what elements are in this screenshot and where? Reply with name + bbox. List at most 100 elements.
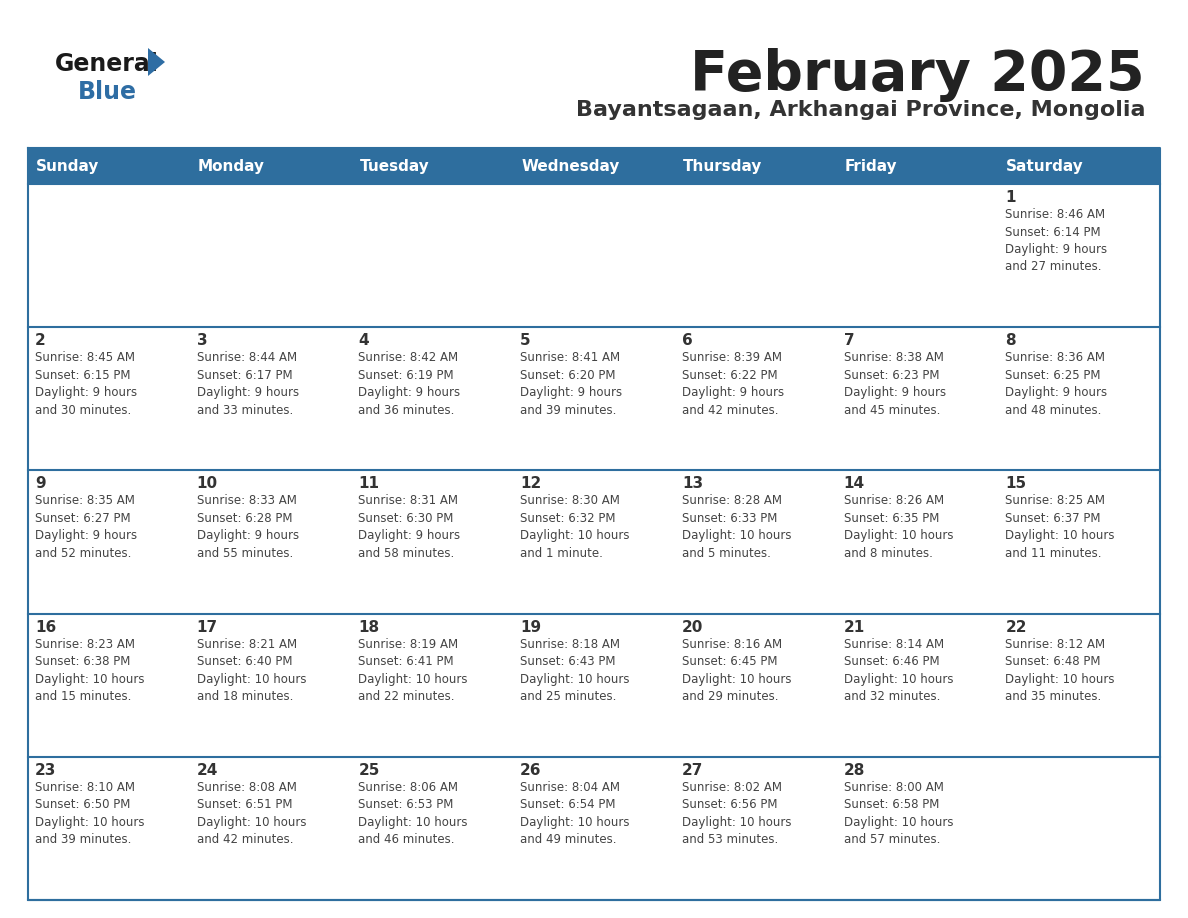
Bar (190, 756, 352, 900)
Text: Sunrise: 8:35 AM
Sunset: 6:27 PM
Daylight: 9 hours
and 52 minutes.: Sunrise: 8:35 AM Sunset: 6:27 PM Dayligh… (34, 495, 137, 560)
Text: 9: 9 (34, 476, 45, 491)
Text: General: General (55, 52, 159, 76)
Text: Sunrise: 8:25 AM
Sunset: 6:37 PM
Daylight: 10 hours
and 11 minutes.: Sunrise: 8:25 AM Sunset: 6:37 PM Dayligh… (1005, 495, 1114, 560)
Text: 28: 28 (843, 763, 865, 778)
Text: 27: 27 (682, 763, 703, 778)
Text: Sunrise: 8:41 AM
Sunset: 6:20 PM
Daylight: 9 hours
and 39 minutes.: Sunrise: 8:41 AM Sunset: 6:20 PM Dayligh… (520, 352, 623, 417)
Text: Sunrise: 8:14 AM
Sunset: 6:46 PM
Daylight: 10 hours
and 32 minutes.: Sunrise: 8:14 AM Sunset: 6:46 PM Dayligh… (843, 638, 953, 703)
Text: 22: 22 (1005, 620, 1026, 634)
Bar (675, 613, 836, 756)
Bar (352, 613, 513, 756)
Bar (190, 470, 352, 613)
Text: 10: 10 (197, 476, 217, 491)
Bar (29, 327, 190, 470)
Bar (513, 327, 675, 470)
Bar (998, 184, 1159, 327)
Bar (836, 327, 998, 470)
Bar (29, 756, 190, 900)
Text: Sunrise: 8:12 AM
Sunset: 6:48 PM
Daylight: 10 hours
and 35 minutes.: Sunrise: 8:12 AM Sunset: 6:48 PM Dayligh… (1005, 638, 1114, 703)
Text: 11: 11 (359, 476, 379, 491)
Text: Sunrise: 8:39 AM
Sunset: 6:22 PM
Daylight: 9 hours
and 42 minutes.: Sunrise: 8:39 AM Sunset: 6:22 PM Dayligh… (682, 352, 784, 417)
Text: 4: 4 (359, 333, 369, 348)
Text: Sunrise: 8:38 AM
Sunset: 6:23 PM
Daylight: 9 hours
and 45 minutes.: Sunrise: 8:38 AM Sunset: 6:23 PM Dayligh… (843, 352, 946, 417)
Bar (352, 327, 513, 470)
Text: 2: 2 (34, 333, 46, 348)
Text: Sunrise: 8:23 AM
Sunset: 6:38 PM
Daylight: 10 hours
and 15 minutes.: Sunrise: 8:23 AM Sunset: 6:38 PM Dayligh… (34, 638, 145, 703)
Text: Wednesday: Wednesday (522, 159, 619, 174)
Bar (998, 470, 1159, 613)
Text: 17: 17 (197, 620, 217, 634)
Text: 8: 8 (1005, 333, 1016, 348)
Text: Sunrise: 8:04 AM
Sunset: 6:54 PM
Daylight: 10 hours
and 49 minutes.: Sunrise: 8:04 AM Sunset: 6:54 PM Dayligh… (520, 781, 630, 846)
Bar (352, 184, 513, 327)
Bar (513, 613, 675, 756)
Bar (190, 184, 352, 327)
Text: Sunrise: 8:45 AM
Sunset: 6:15 PM
Daylight: 9 hours
and 30 minutes.: Sunrise: 8:45 AM Sunset: 6:15 PM Dayligh… (34, 352, 137, 417)
Bar (29, 613, 190, 756)
Text: 20: 20 (682, 620, 703, 634)
Text: 25: 25 (359, 763, 380, 778)
Text: Sunrise: 8:31 AM
Sunset: 6:30 PM
Daylight: 9 hours
and 58 minutes.: Sunrise: 8:31 AM Sunset: 6:30 PM Dayligh… (359, 495, 461, 560)
Text: 16: 16 (34, 620, 56, 634)
Bar (29, 184, 190, 327)
Bar (836, 184, 998, 327)
Text: 6: 6 (682, 333, 693, 348)
Text: Tuesday: Tuesday (360, 159, 429, 174)
Text: 23: 23 (34, 763, 56, 778)
Text: Sunrise: 8:46 AM
Sunset: 6:14 PM
Daylight: 9 hours
and 27 minutes.: Sunrise: 8:46 AM Sunset: 6:14 PM Dayligh… (1005, 208, 1107, 274)
Text: Sunrise: 8:19 AM
Sunset: 6:41 PM
Daylight: 10 hours
and 22 minutes.: Sunrise: 8:19 AM Sunset: 6:41 PM Dayligh… (359, 638, 468, 703)
Bar (675, 184, 836, 327)
Bar (29, 148, 1159, 184)
Bar (29, 470, 190, 613)
Polygon shape (148, 48, 165, 76)
Bar (836, 613, 998, 756)
Text: Sunrise: 8:06 AM
Sunset: 6:53 PM
Daylight: 10 hours
and 46 minutes.: Sunrise: 8:06 AM Sunset: 6:53 PM Dayligh… (359, 781, 468, 846)
Text: Monday: Monday (197, 159, 265, 174)
Text: 3: 3 (197, 333, 208, 348)
Text: Blue: Blue (78, 80, 137, 104)
Bar (675, 470, 836, 613)
Text: February 2025: February 2025 (690, 48, 1145, 102)
Text: 19: 19 (520, 620, 542, 634)
Text: Sunrise: 8:00 AM
Sunset: 6:58 PM
Daylight: 10 hours
and 57 minutes.: Sunrise: 8:00 AM Sunset: 6:58 PM Dayligh… (843, 781, 953, 846)
Text: Sunrise: 8:16 AM
Sunset: 6:45 PM
Daylight: 10 hours
and 29 minutes.: Sunrise: 8:16 AM Sunset: 6:45 PM Dayligh… (682, 638, 791, 703)
Text: Sunrise: 8:18 AM
Sunset: 6:43 PM
Daylight: 10 hours
and 25 minutes.: Sunrise: 8:18 AM Sunset: 6:43 PM Dayligh… (520, 638, 630, 703)
Text: Friday: Friday (845, 159, 897, 174)
Text: Sunrise: 8:30 AM
Sunset: 6:32 PM
Daylight: 10 hours
and 1 minute.: Sunrise: 8:30 AM Sunset: 6:32 PM Dayligh… (520, 495, 630, 560)
Bar (352, 470, 513, 613)
Text: 18: 18 (359, 620, 379, 634)
Text: Bayantsagaan, Arkhangai Province, Mongolia: Bayantsagaan, Arkhangai Province, Mongol… (575, 100, 1145, 120)
Bar (998, 327, 1159, 470)
Text: Sunrise: 8:36 AM
Sunset: 6:25 PM
Daylight: 9 hours
and 48 minutes.: Sunrise: 8:36 AM Sunset: 6:25 PM Dayligh… (1005, 352, 1107, 417)
Text: 12: 12 (520, 476, 542, 491)
Text: Sunrise: 8:33 AM
Sunset: 6:28 PM
Daylight: 9 hours
and 55 minutes.: Sunrise: 8:33 AM Sunset: 6:28 PM Dayligh… (197, 495, 299, 560)
Text: Sunrise: 8:02 AM
Sunset: 6:56 PM
Daylight: 10 hours
and 53 minutes.: Sunrise: 8:02 AM Sunset: 6:56 PM Dayligh… (682, 781, 791, 846)
Text: 21: 21 (843, 620, 865, 634)
Text: Sunrise: 8:44 AM
Sunset: 6:17 PM
Daylight: 9 hours
and 33 minutes.: Sunrise: 8:44 AM Sunset: 6:17 PM Dayligh… (197, 352, 299, 417)
Text: 5: 5 (520, 333, 531, 348)
Text: Saturday: Saturday (1006, 159, 1083, 174)
Bar (998, 756, 1159, 900)
Bar (675, 756, 836, 900)
Text: Sunrise: 8:08 AM
Sunset: 6:51 PM
Daylight: 10 hours
and 42 minutes.: Sunrise: 8:08 AM Sunset: 6:51 PM Dayligh… (197, 781, 307, 846)
Text: Sunrise: 8:42 AM
Sunset: 6:19 PM
Daylight: 9 hours
and 36 minutes.: Sunrise: 8:42 AM Sunset: 6:19 PM Dayligh… (359, 352, 461, 417)
Text: 26: 26 (520, 763, 542, 778)
Text: 14: 14 (843, 476, 865, 491)
Bar (675, 327, 836, 470)
Text: 13: 13 (682, 476, 703, 491)
Bar (836, 470, 998, 613)
Text: Sunrise: 8:10 AM
Sunset: 6:50 PM
Daylight: 10 hours
and 39 minutes.: Sunrise: 8:10 AM Sunset: 6:50 PM Dayligh… (34, 781, 145, 846)
Text: 24: 24 (197, 763, 219, 778)
Text: Sunday: Sunday (36, 159, 100, 174)
Text: 15: 15 (1005, 476, 1026, 491)
Bar (190, 613, 352, 756)
Text: Thursday: Thursday (683, 159, 763, 174)
Text: Sunrise: 8:28 AM
Sunset: 6:33 PM
Daylight: 10 hours
and 5 minutes.: Sunrise: 8:28 AM Sunset: 6:33 PM Dayligh… (682, 495, 791, 560)
Bar (190, 327, 352, 470)
Text: 1: 1 (1005, 190, 1016, 205)
Bar (513, 756, 675, 900)
Text: Sunrise: 8:26 AM
Sunset: 6:35 PM
Daylight: 10 hours
and 8 minutes.: Sunrise: 8:26 AM Sunset: 6:35 PM Dayligh… (843, 495, 953, 560)
Bar (513, 184, 675, 327)
Bar (836, 756, 998, 900)
Text: 7: 7 (843, 333, 854, 348)
